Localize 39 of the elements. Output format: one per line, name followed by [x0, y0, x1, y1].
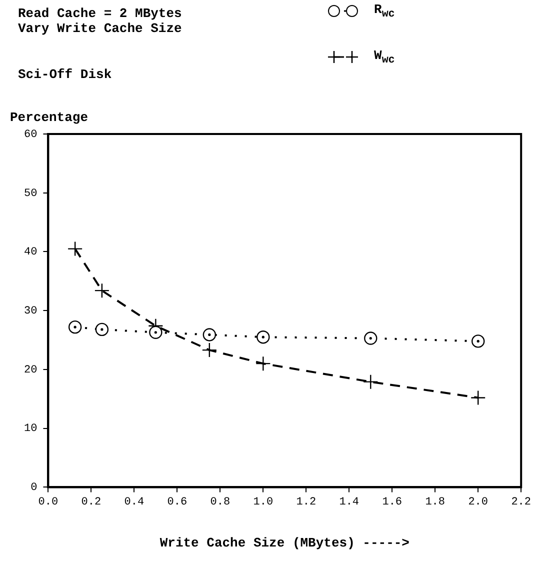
- y-axis-title: Percentage: [10, 110, 88, 125]
- legend-label: W$_{wc}$: [374, 48, 395, 67]
- point: [202, 342, 218, 358]
- point: [202, 328, 216, 342]
- x-axis-title: Write Cache Size (MBytes) ----->: [160, 535, 410, 550]
- text: Sci-Off Disk: [18, 67, 112, 82]
- point: [256, 330, 270, 344]
- x-tick-label: 0.8: [210, 496, 230, 509]
- chart-title: Read Cache = 2 MBytes: [18, 6, 182, 21]
- point: [95, 322, 109, 336]
- point: [472, 334, 485, 348]
- point: [67, 241, 83, 256]
- legend-label: R$_{wc}$: [374, 2, 395, 21]
- point: [256, 356, 271, 372]
- y-tick-label: 30: [24, 306, 38, 318]
- x-tick-label: 2.2: [511, 496, 532, 509]
- y-tick-label: 50: [24, 188, 38, 200]
- x-tick-label: 2.0: [468, 496, 488, 509]
- x-tick-label: 0.6: [167, 496, 188, 509]
- x-tick-label: 1.0: [253, 496, 274, 509]
- x-tick-label: 0.2: [81, 496, 102, 509]
- x-tick-label: 1.4: [339, 496, 360, 509]
- x-tick-label: 1.2: [296, 496, 316, 509]
- y-tick-label: 10: [24, 423, 38, 436]
- point: [364, 332, 378, 345]
- point: [68, 320, 82, 334]
- y-tick-label: 0: [30, 482, 38, 494]
- point: [363, 374, 378, 390]
- x-tick-label: 1.8: [425, 496, 446, 509]
- point: [470, 390, 486, 406]
- y-tick-label: 40: [24, 246, 38, 259]
- point: [149, 326, 162, 339]
- x-tick-label: 1.6: [382, 496, 402, 509]
- x-tick-label: 0.0: [38, 496, 58, 509]
- x-tick-label: 0.4: [124, 496, 144, 509]
- y-tick-label: 20: [24, 364, 38, 376]
- point: [94, 282, 110, 298]
- y-tick-label: 60: [24, 128, 38, 141]
- chart-subtitle: Vary Write Cache Size: [18, 21, 182, 36]
